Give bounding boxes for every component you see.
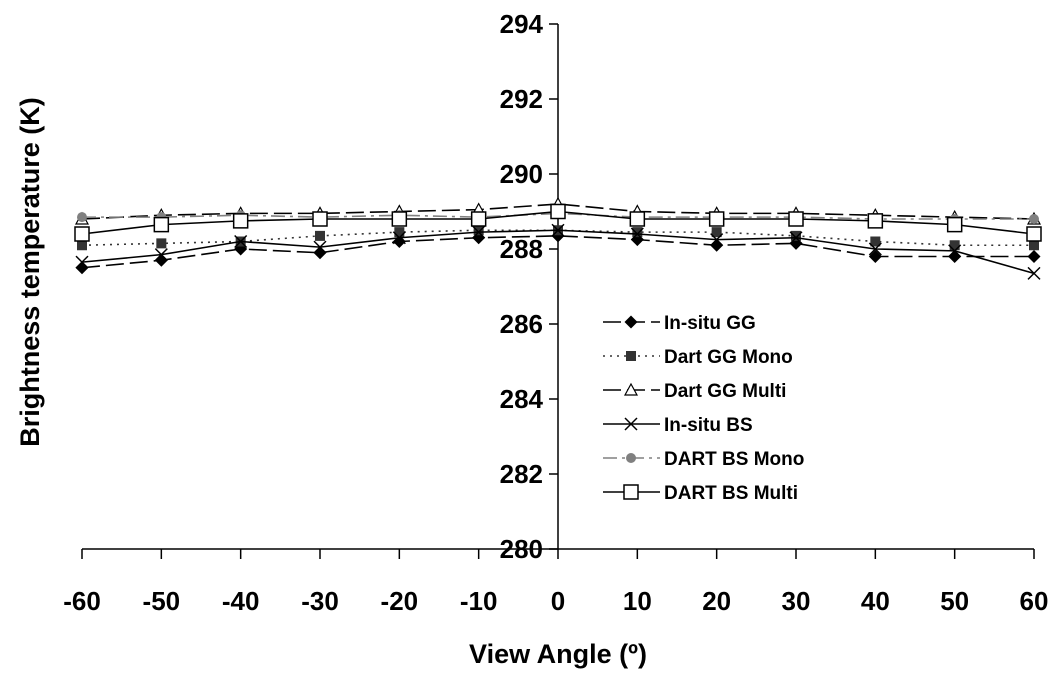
x-tick-label: -60	[63, 586, 101, 616]
y-tick-label: 294	[500, 9, 544, 39]
data-point-in-situ-gg	[75, 261, 89, 275]
legend-marker-dart-gg-mono	[626, 351, 636, 361]
y-tick-label: 282	[500, 459, 543, 489]
legend-marker-dart-gg-multi	[623, 382, 639, 396]
x-tick-label: -50	[143, 586, 181, 616]
y-tick-label: 290	[500, 159, 543, 189]
data-point-in-situ-bs	[392, 231, 406, 245]
data-point-in-situ-gg	[313, 246, 327, 260]
y-tick-label: 292	[500, 84, 543, 114]
data-point-dart-gg-mono	[870, 236, 881, 247]
y-axis-title: Brightness temperature (K)	[15, 97, 45, 447]
legend-label-dart-gg-multi: Dart GG Multi	[664, 381, 786, 402]
data-point-dart-gg-mono	[711, 227, 722, 238]
data-point-dart-bs-multi	[232, 213, 249, 229]
legend-item-in-situ-bs: In-situ BS	[603, 415, 753, 436]
data-point-dart-gg-mono	[315, 230, 325, 241]
data-point-in-situ-bs	[154, 248, 168, 262]
series-in-situ-bs	[75, 223, 1041, 280]
series-layer	[74, 196, 1042, 280]
data-point-in-situ-bs	[1027, 266, 1041, 280]
y-tick-label: 284	[500, 384, 544, 414]
data-point-in-situ-gg	[710, 238, 724, 252]
legend-label-dart-gg-mono: Dart GG Mono	[664, 347, 793, 368]
legend-label-dart-bs-multi: DART BS Multi	[664, 483, 798, 504]
data-point-dart-bs-multi	[708, 211, 725, 227]
data-point-dart-bs-mono	[1029, 214, 1039, 224]
x-axis-title: View Angle (º)	[469, 639, 647, 669]
legend-item-in-situ-gg: In-situ GG	[603, 313, 756, 334]
legend-item-dart-gg-mono: Dart GG Mono	[603, 347, 793, 368]
y-tick-label: 280	[500, 534, 543, 564]
legend-marker-dart-bs-multi	[623, 484, 639, 500]
data-point-dart-gg-mono	[949, 240, 960, 251]
legend-label-in-situ-gg: In-situ GG	[664, 313, 756, 334]
data-point-dart-gg-mono	[632, 227, 643, 238]
legend-item-dart-bs-mono: DART BS Mono	[603, 449, 804, 470]
x-tick-label: -30	[301, 586, 339, 616]
x-tick-label: 20	[702, 586, 731, 616]
data-point-dart-gg-mono	[1029, 240, 1039, 251]
legend-marker-dart-bs-mono	[626, 453, 636, 463]
x-tick-label: 50	[940, 586, 969, 616]
x-tick-label: 10	[623, 586, 652, 616]
series-dart-bs-multi	[74, 203, 1042, 242]
x-tick-label: -40	[222, 586, 260, 616]
data-point-dart-bs-multi	[946, 216, 963, 233]
legend-marker-in-situ-bs	[624, 417, 638, 431]
data-point-dart-bs-multi	[312, 211, 328, 227]
legend: In-situ GG Dart GG Mono Dart GG Multi In-si…	[603, 313, 804, 504]
data-point-in-situ-bs	[75, 255, 89, 269]
data-point-dart-bs-multi	[391, 211, 408, 227]
data-point-dart-bs-multi	[1026, 226, 1042, 242]
data-point-in-situ-bs	[868, 242, 882, 256]
x-tick-label: 40	[861, 586, 890, 616]
y-tick-label: 288	[500, 234, 543, 264]
data-point-in-situ-bs	[948, 244, 962, 258]
data-point-dart-bs-multi	[788, 211, 804, 227]
data-point-in-situ-gg	[1027, 250, 1041, 263]
data-point-dart-bs-multi	[153, 216, 170, 233]
data-point-dart-bs-multi	[550, 203, 566, 220]
data-point-dart-gg-mono	[77, 240, 87, 251]
data-point-in-situ-bs	[472, 225, 486, 239]
legend-item-dart-bs-multi: DART BS Multi	[603, 483, 798, 504]
data-point-dart-gg-mono	[473, 225, 484, 236]
data-point-dart-bs-multi	[470, 211, 487, 227]
x-tick-label: -20	[381, 586, 419, 616]
data-point-dart-gg-mono	[394, 227, 405, 238]
x-tick-label: 0	[551, 586, 565, 616]
data-point-in-situ-bs	[313, 240, 327, 254]
data-point-dart-gg-mono	[156, 238, 167, 249]
data-point-in-situ-bs	[710, 233, 724, 247]
data-point-in-situ-bs	[630, 227, 644, 241]
data-point-in-situ-gg	[868, 250, 882, 263]
y-tick-label: 286	[500, 309, 543, 339]
data-point-dart-bs-multi	[629, 211, 646, 227]
data-point-dart-gg-mono	[791, 230, 801, 241]
legend-label-in-situ-bs: In-situ BS	[664, 415, 753, 436]
legend-marker-in-situ-gg	[624, 315, 638, 329]
data-point-in-situ-bs	[551, 223, 565, 237]
x-tick-label: 60	[1020, 586, 1049, 616]
data-point-in-situ-bs	[234, 234, 248, 249]
data-point-dart-bs-mono	[77, 212, 87, 223]
data-point-in-situ-bs	[789, 231, 803, 245]
x-tick-label: 30	[782, 586, 811, 616]
axes: -60 -50 -40 -30 -20 -10 0 10 20 30 40 50 60 280 282 284…	[63, 9, 1048, 616]
data-point-dart-bs-multi	[74, 226, 90, 242]
legend-item-dart-gg-multi: Dart GG Multi	[603, 381, 786, 402]
data-point-dart-bs-multi	[867, 213, 884, 229]
legend-label-dart-bs-mono: DART BS Mono	[664, 449, 804, 470]
x-tick-label: -10	[460, 586, 498, 616]
